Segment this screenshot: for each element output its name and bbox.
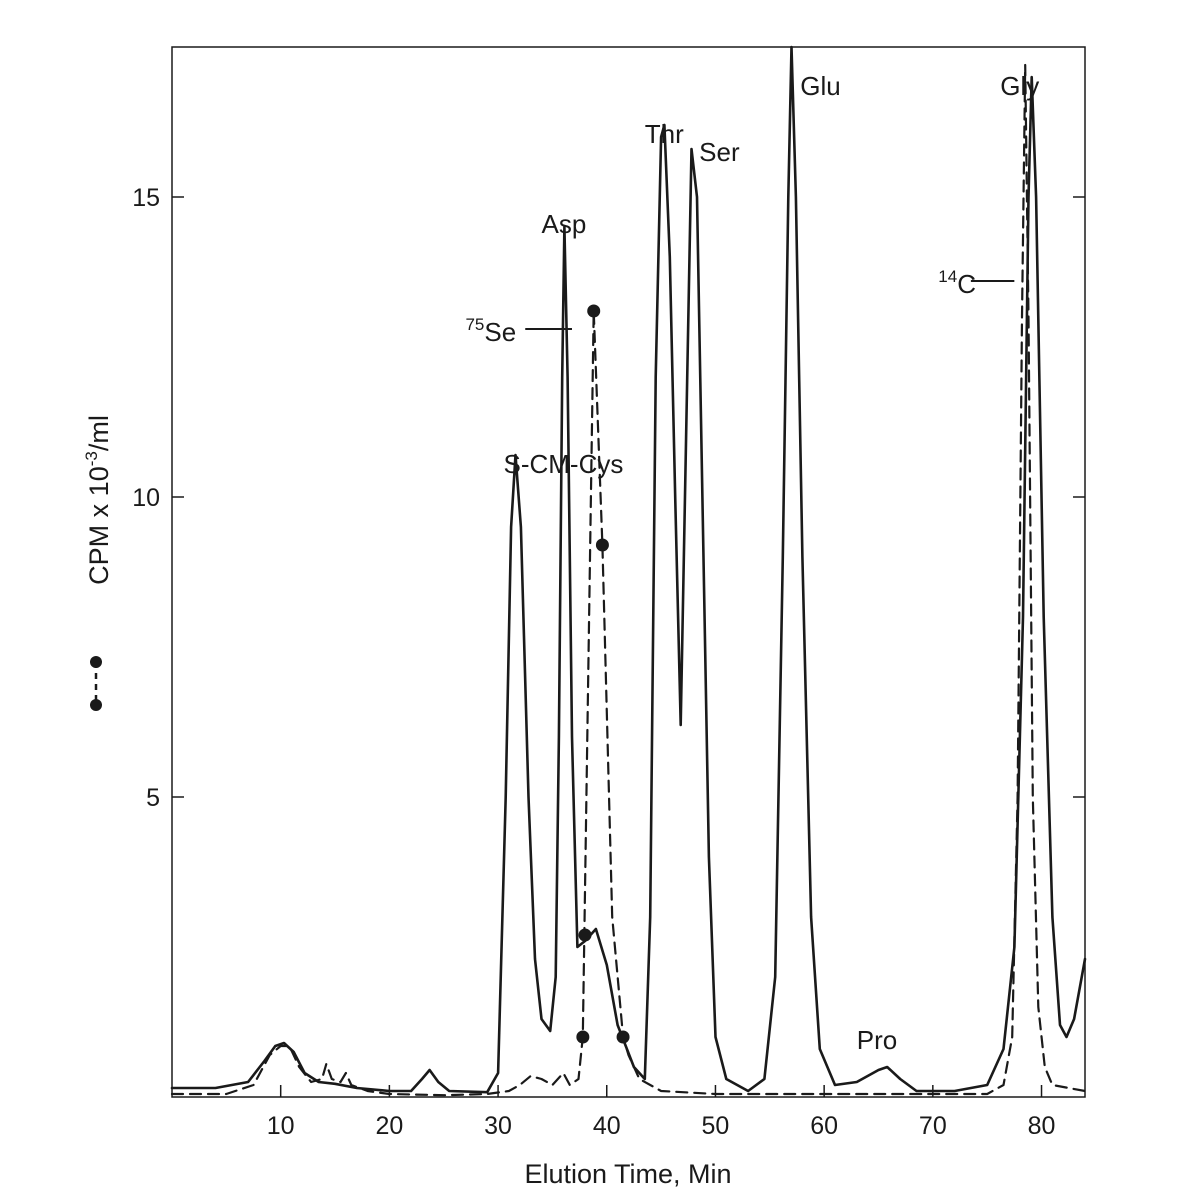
series-line-dashed — [170, 63, 1087, 1097]
x-tick-label-30: 30 — [484, 1112, 512, 1140]
y-axis-label-main: CPM x 10 — [84, 466, 114, 585]
x-tick-label-80: 80 — [1028, 1112, 1056, 1140]
x-tick-label-50: 50 — [702, 1112, 730, 1140]
peak-label: Ser — [699, 137, 740, 167]
axis-ticks — [172, 196, 1085, 1097]
data-point-marker — [616, 1030, 630, 1044]
peak-label: 75Se — [465, 315, 516, 347]
peak-annotations: S-CM-Cys Asp Thr Ser Glu Pro Gly 75Se 14C — [465, 71, 1039, 1055]
legend-marker — [90, 656, 102, 711]
y-axis-label-exponent: -3 — [82, 451, 101, 466]
legend-dot-top — [90, 656, 102, 668]
y-axis-label: CPM x 10-3/ml — [82, 415, 114, 585]
x-tick-label-70: 70 — [919, 1112, 947, 1140]
x-axis-label: Elution Time, Min — [524, 1159, 731, 1189]
y-axis-label-unit: /ml — [84, 415, 114, 451]
data-point-marker — [595, 538, 609, 552]
data-markers — [576, 304, 630, 1044]
data-point-marker — [578, 928, 592, 942]
plot-frame — [171, 46, 1086, 1098]
x-tick-label-40: 40 — [593, 1112, 621, 1140]
y-tick-label-10: 10 — [132, 484, 160, 512]
data-point-marker — [576, 1030, 590, 1044]
peak-label: Pro — [857, 1025, 897, 1055]
peak-label: Glu — [800, 71, 840, 101]
x-tick-label-10: 10 — [267, 1112, 295, 1140]
peak-label: Asp — [542, 209, 587, 239]
y-tick-label-15: 15 — [132, 184, 160, 212]
peak-label: S-CM-Cys — [504, 449, 624, 479]
peak-label: Gly — [1000, 71, 1039, 101]
peak-label: Thr — [645, 119, 684, 149]
x-tick-label-60: 60 — [810, 1112, 838, 1140]
y-tick-label-5: 5 — [146, 784, 160, 812]
peak-label: 14C — [938, 267, 976, 299]
data-point-marker — [587, 304, 601, 318]
legend-dot-bottom — [90, 699, 102, 711]
tick-labels: 10 20 30 40 50 60 70 80 5 10 15 — [132, 184, 1055, 1140]
series-lines — [170, 45, 1087, 1097]
svg-text:CPM x 10-3/ml: CPM x 10-3/ml — [82, 415, 114, 585]
series-line-solid — [170, 45, 1087, 1094]
x-tick-label-20: 20 — [375, 1112, 403, 1140]
